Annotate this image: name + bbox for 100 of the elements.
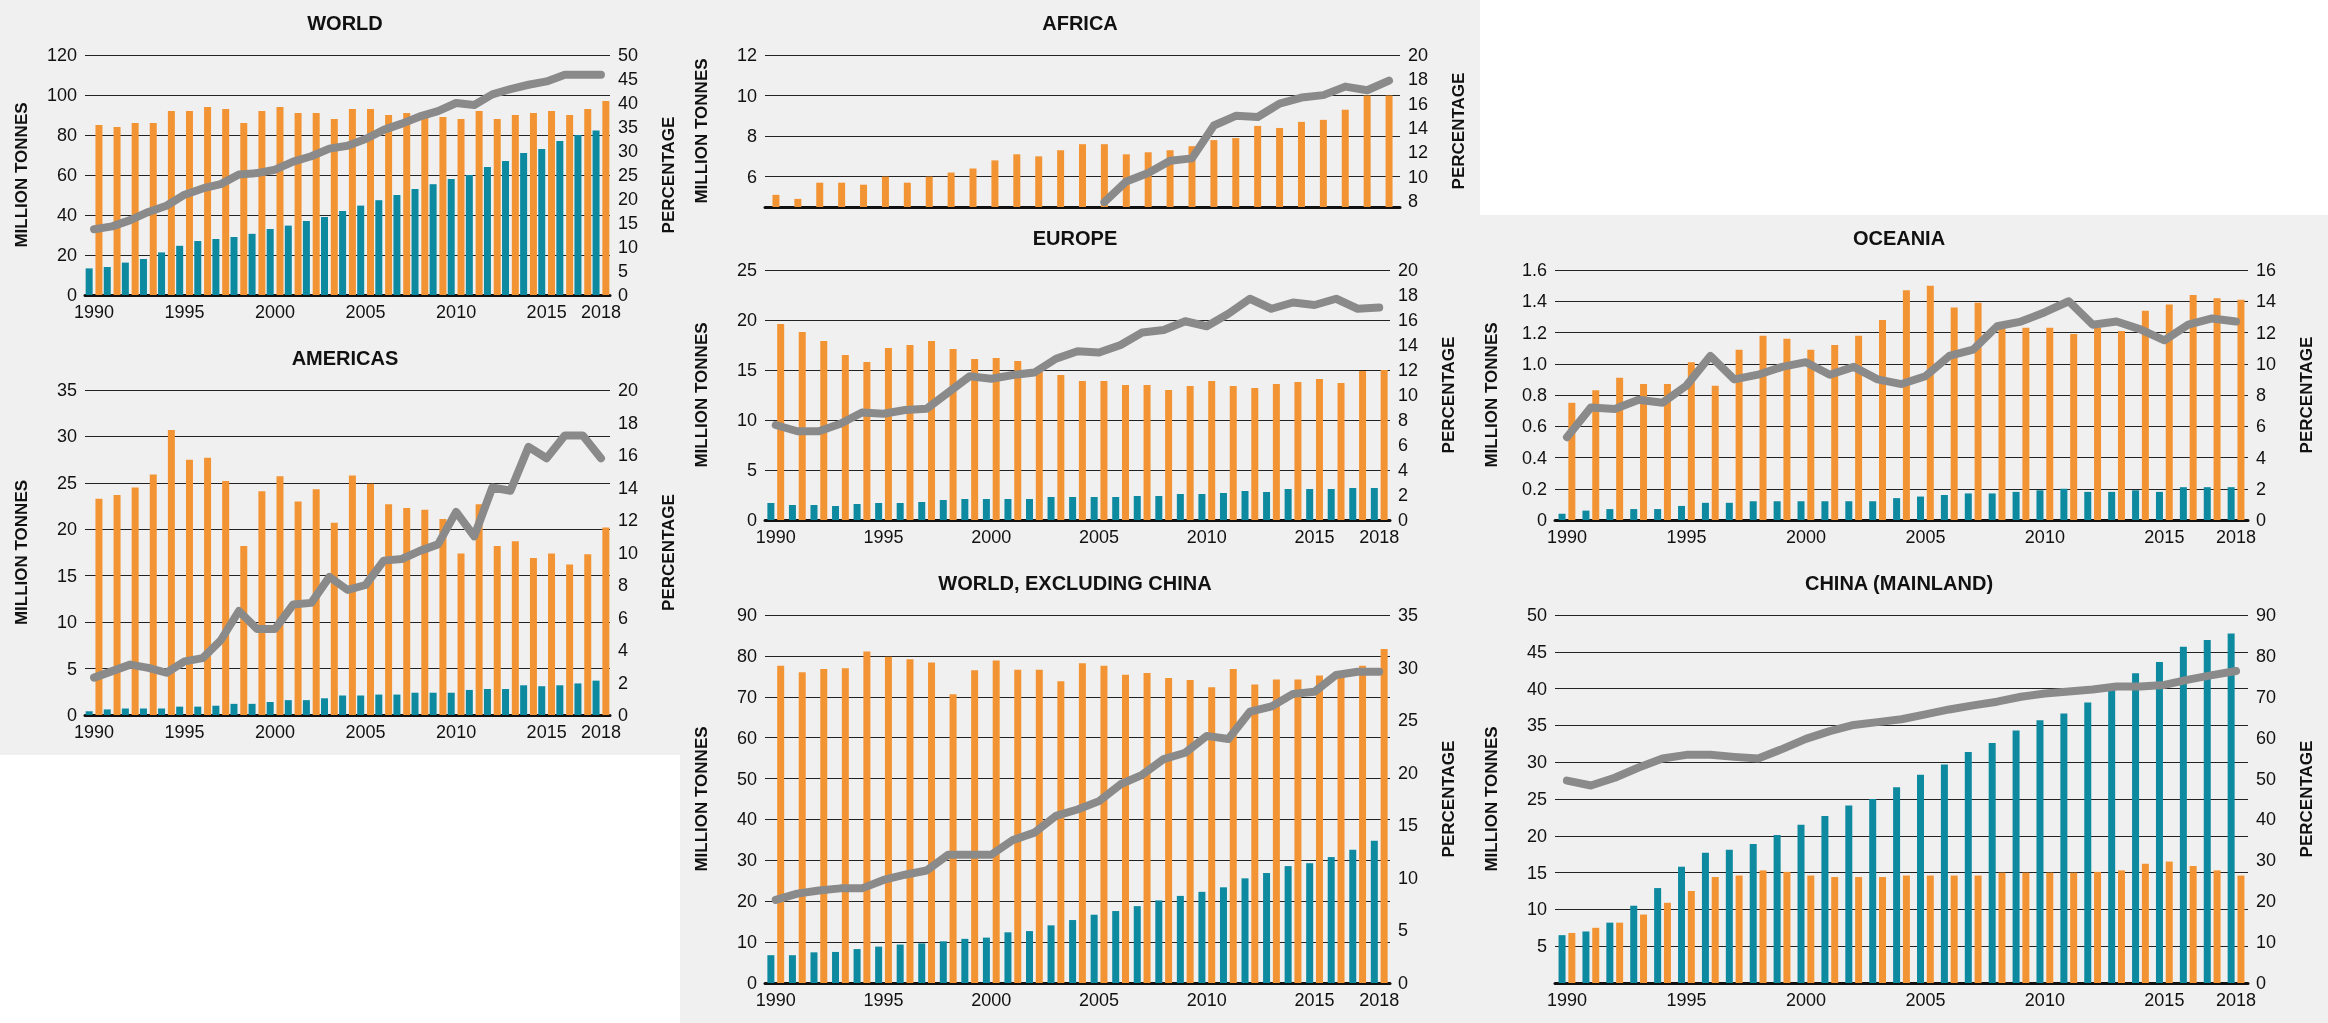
bar — [2022, 327, 2030, 520]
x-tick-label: 2010 — [1186, 527, 1227, 547]
bar — [393, 195, 401, 295]
bar — [284, 700, 292, 715]
bar — [1964, 493, 1972, 520]
x-tick-label: 2000 — [1785, 527, 1826, 547]
bar — [1035, 372, 1043, 520]
bar — [2203, 487, 2211, 520]
bar — [194, 241, 202, 295]
bar — [357, 695, 365, 715]
y2-tick-label: 40 — [2256, 809, 2277, 830]
y2-tick-label: 6 — [1398, 435, 1409, 455]
bar — [121, 708, 129, 715]
y2-tick-label: 30 — [618, 141, 639, 161]
bar — [429, 184, 437, 295]
bar — [465, 175, 473, 295]
y-tick-label: 0 — [746, 973, 757, 993]
bar — [375, 694, 383, 715]
bar — [982, 937, 990, 983]
bar — [367, 109, 374, 295]
bar — [1143, 385, 1151, 520]
bar — [1879, 320, 1886, 520]
bar — [95, 498, 103, 715]
x-tick-label: 2018 — [580, 302, 621, 322]
bar — [1112, 911, 1120, 983]
bar — [548, 111, 556, 295]
bar — [1678, 866, 1686, 983]
bar — [330, 522, 338, 715]
y-tick-label: 20 — [736, 891, 757, 912]
x-tick-label: 2015 — [526, 722, 567, 742]
y2-tick-label: 35 — [618, 117, 639, 137]
bar — [1917, 774, 1924, 983]
bar — [511, 115, 519, 295]
bar — [1687, 362, 1695, 520]
y2-tick-label: 45 — [618, 69, 639, 89]
bar — [1186, 386, 1194, 520]
x-tick-label: 2000 — [971, 990, 1012, 1010]
bar — [918, 502, 926, 520]
chart-title: OCEANIA — [1852, 227, 1946, 249]
bar — [276, 476, 284, 715]
bar — [294, 113, 302, 295]
bar — [139, 708, 147, 715]
y2-tick-label: 16 — [2256, 260, 2277, 280]
bar — [1380, 370, 1388, 520]
y-tick-label: 20 — [1526, 825, 1547, 846]
bar — [2237, 875, 2245, 983]
bar — [1821, 501, 1829, 520]
bar — [1606, 509, 1614, 520]
bar — [1582, 931, 1590, 983]
bar — [240, 546, 248, 715]
y2-tick-label: 8 — [1398, 410, 1409, 430]
bar — [1845, 805, 1853, 983]
bar — [258, 491, 266, 715]
y-tick-label: 50 — [736, 768, 757, 789]
x-tick-label: 2000 — [255, 302, 296, 322]
y2-tick-label: 6 — [618, 607, 629, 628]
bar — [131, 487, 139, 715]
bar — [1219, 493, 1227, 520]
bar — [1902, 875, 1910, 983]
y-tick-label: 0.2 — [1521, 478, 1547, 499]
bar — [767, 955, 775, 983]
bar — [1735, 349, 1743, 520]
bar — [1047, 925, 1055, 983]
y-tick-label: 15 — [56, 565, 77, 586]
y-tick-label: 120 — [46, 45, 77, 65]
y-tick-label: 5 — [746, 460, 757, 480]
bar — [222, 481, 230, 715]
x-tick-label: 2010 — [2024, 990, 2065, 1010]
bar — [1926, 875, 1934, 983]
bar — [1701, 852, 1709, 983]
bar — [339, 695, 347, 715]
bar — [841, 355, 849, 520]
bar — [1090, 497, 1098, 520]
y-tick-label: 20 — [56, 245, 77, 265]
bar — [2094, 327, 2102, 520]
bar — [447, 179, 455, 295]
bar — [832, 951, 840, 983]
bar — [493, 546, 501, 715]
y2-tick-label: 0 — [618, 285, 629, 305]
y-tick-label: 25 — [56, 472, 77, 493]
bar — [284, 225, 292, 295]
bar — [1026, 499, 1033, 520]
y-tick-label: 0 — [746, 510, 757, 530]
bar — [1797, 501, 1805, 520]
y-tick-label: 90 — [736, 605, 757, 625]
bar — [1229, 386, 1237, 520]
bar — [2141, 863, 2149, 983]
y2-tick-label: 18 — [618, 412, 639, 433]
bar — [592, 680, 600, 715]
bar — [1069, 920, 1077, 983]
bar — [339, 211, 347, 295]
bar — [992, 660, 1000, 983]
bar — [1306, 489, 1314, 520]
bar — [1893, 498, 1901, 520]
chart-title: AMERICAS — [291, 347, 399, 369]
y2-tick-label: 35 — [1398, 605, 1419, 625]
y-tick-label: 5 — [66, 658, 77, 679]
bar — [556, 141, 564, 295]
bar — [1359, 371, 1367, 520]
bar — [2070, 334, 2078, 520]
